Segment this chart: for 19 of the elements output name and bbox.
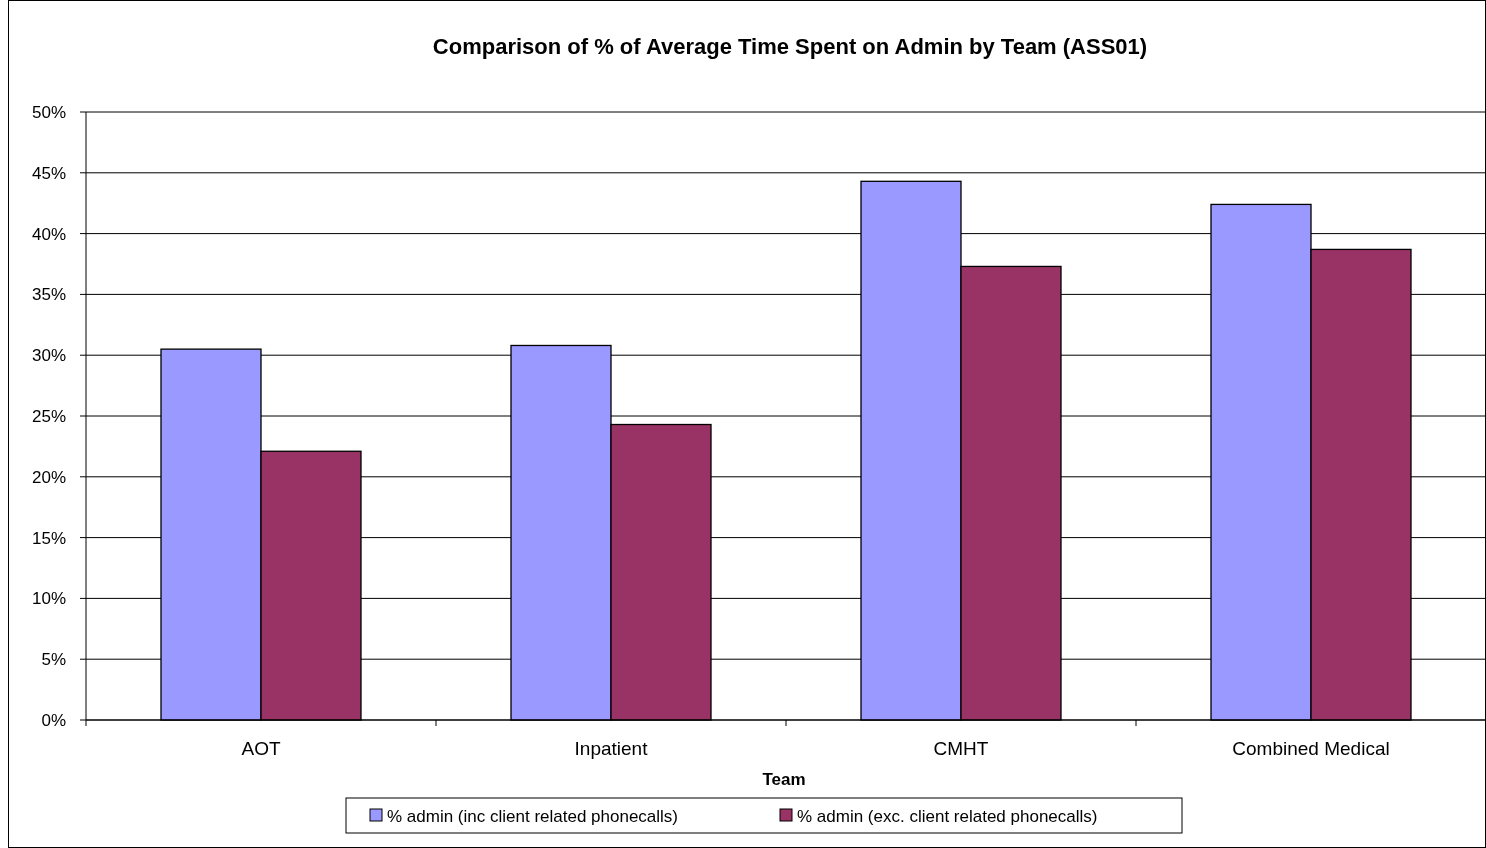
x-tick-label: CMHT [933,738,989,759]
y-tick-label: 30% [31,346,66,366]
y-tick-label: 40% [31,224,66,244]
chart-title: Comparison of % of Average Time Spent on Admin by Team (ASS01) [432,34,1148,59]
y-tick-label: 15% [31,528,66,548]
y-tick-label: 50% [31,103,66,122]
legend-label: % admin (exc. client related phonecalls) [797,807,1098,826]
x-tick-label: Inpatient [574,738,649,759]
y-tick-label: 25% [31,407,66,426]
y-tick-label: 0% [41,711,66,730]
y-tick-label: 35% [31,285,66,305]
x-axis-title: Team [762,770,806,789]
y-tick-label: 10% [31,589,66,609]
x-tick-label: Combined Medical [1232,738,1390,759]
y-tick-label: 20% [31,467,66,487]
x-tick-label: AOT [241,738,281,759]
y-tick-label: 45% [31,163,66,183]
legend-label: % admin (inc client related phonecalls) [387,807,679,826]
y-tick-label: 5% [41,650,66,670]
